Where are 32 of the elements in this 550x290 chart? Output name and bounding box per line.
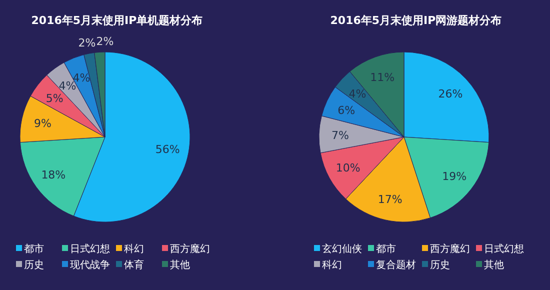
data-label: 19% bbox=[442, 170, 467, 184]
legend-label: 其他 bbox=[170, 259, 190, 271]
legend-label: 日式幻想 bbox=[70, 243, 110, 255]
data-label: 9% bbox=[34, 117, 52, 130]
legend-label: 其他 bbox=[484, 259, 504, 271]
legend-label: 科幻 bbox=[124, 243, 144, 255]
data-label: 10% bbox=[336, 162, 360, 175]
legend-label: 都市 bbox=[24, 243, 44, 255]
data-label: 2% bbox=[78, 36, 96, 50]
data-label: 26% bbox=[438, 87, 463, 100]
legend-label: 历史 bbox=[430, 259, 450, 271]
legend-label: 历史 bbox=[24, 259, 44, 271]
data-label: 2% bbox=[96, 35, 114, 48]
legend-label: 西方魔幻 bbox=[170, 243, 210, 255]
data-label: 5% bbox=[46, 92, 64, 105]
legend-label: 西方魔幻 bbox=[430, 243, 470, 255]
legend-label: 日式幻想 bbox=[484, 243, 524, 255]
data-label: 56% bbox=[155, 142, 180, 156]
data-label: 7% bbox=[332, 129, 350, 142]
chart-title: 2016年5月末使用IP网游题材分布 bbox=[330, 14, 502, 27]
data-label: 17% bbox=[378, 193, 402, 206]
legend-label: 科幻 bbox=[322, 259, 342, 271]
chart-title: 2016年5月末使用IP单机题材分布 bbox=[31, 14, 203, 27]
data-label: 11% bbox=[370, 71, 395, 84]
legend-label: 都市 bbox=[376, 243, 396, 255]
legend-label: 玄幻仙侠 bbox=[322, 243, 362, 255]
data-label: 6% bbox=[338, 104, 356, 117]
data-label: 18% bbox=[41, 168, 66, 182]
legend-label: 复合题材 bbox=[376, 259, 416, 271]
legend-label: 现代战争 bbox=[70, 259, 110, 271]
legend-label: 体育 bbox=[124, 259, 144, 271]
data-label: 4% bbox=[348, 87, 366, 100]
